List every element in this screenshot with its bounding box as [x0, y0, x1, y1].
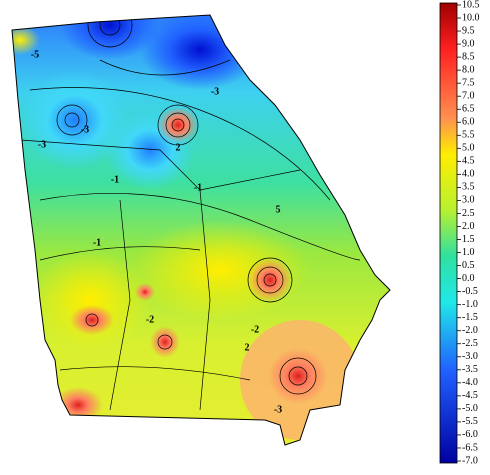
- colorbar-tick-label: 10.5: [462, 0, 480, 10]
- colorbar-tick-label: -7.0: [462, 455, 478, 466]
- colorbar-tick-label: -5.5: [462, 416, 478, 427]
- contour-label: 2: [245, 342, 250, 353]
- colorbar-tick-label: 7.5: [462, 77, 475, 88]
- colorbar: [439, 2, 458, 464]
- colorbar-tick-label: 8.0: [462, 64, 475, 75]
- colorbar-tick-label: 4.0: [462, 169, 475, 180]
- colorbar-tick-label: 4.5: [462, 156, 475, 167]
- colorbar-tick-label: -3.5: [462, 364, 478, 375]
- colorbar-tick-label: -4.5: [462, 390, 478, 401]
- colorbar-tick-label: 3.0: [462, 195, 475, 206]
- colorbar-tick-label: 8.5: [462, 51, 475, 62]
- colorbar-tick-label: -0.5: [462, 286, 478, 297]
- colorbar-tick-label: 7.0: [462, 90, 475, 101]
- colorbar-tick-label: 2.0: [462, 221, 475, 232]
- contour-label: -3: [81, 124, 89, 135]
- contour-label: -3: [211, 86, 219, 97]
- colorbar-tick-label: 10.0: [462, 12, 480, 23]
- colorbar-tick-label: -1.0: [462, 299, 478, 310]
- colorbar-tick-label: 9.0: [462, 38, 475, 49]
- colorbar-tick-label: 1.0: [462, 247, 475, 258]
- colorbar-tick-label: -3.0: [462, 351, 478, 362]
- colorbar-tick-label: 5.0: [462, 143, 475, 154]
- colorbar-tick-label: 6.5: [462, 104, 475, 115]
- contour-label: -5: [31, 49, 39, 60]
- contour-label: -1: [111, 174, 119, 185]
- contour-label: -2: [251, 324, 259, 335]
- colorbar-tick-label: -2.0: [462, 325, 478, 336]
- colorbar-tick-label: 2.5: [462, 208, 475, 219]
- colorbar-tick-label: 1.5: [462, 234, 475, 245]
- colorbar-tick-label: 9.5: [462, 25, 475, 36]
- colorbar-tick-label: -5.0: [462, 403, 478, 414]
- colorbar-tick-label: 0.0: [462, 273, 475, 284]
- contour-label: -1: [93, 237, 101, 248]
- colorbar-tick-label: -2.5: [462, 338, 478, 349]
- colorbar-tick-label: 5.5: [462, 130, 475, 141]
- contour-label: -3: [274, 404, 282, 415]
- contour-label: 5: [276, 204, 281, 215]
- colorbar-tick-label: -6.0: [462, 429, 478, 440]
- colorbar-tick-label: 6.0: [462, 117, 475, 128]
- colorbar-tick-label: -1.5: [462, 312, 478, 323]
- contour-label: -1: [194, 182, 202, 193]
- contour-label: -3: [38, 139, 46, 150]
- contour-label: 2: [176, 142, 181, 153]
- state-outline: [11, 14, 391, 446]
- colorbar-tick-label: -6.5: [462, 442, 478, 453]
- contour-label: -2: [146, 314, 154, 325]
- colorbar-tick-label: -4.0: [462, 377, 478, 388]
- colorbar-tick-label: 3.5: [462, 182, 475, 193]
- colorbar-tick-label: 0.5: [462, 260, 475, 271]
